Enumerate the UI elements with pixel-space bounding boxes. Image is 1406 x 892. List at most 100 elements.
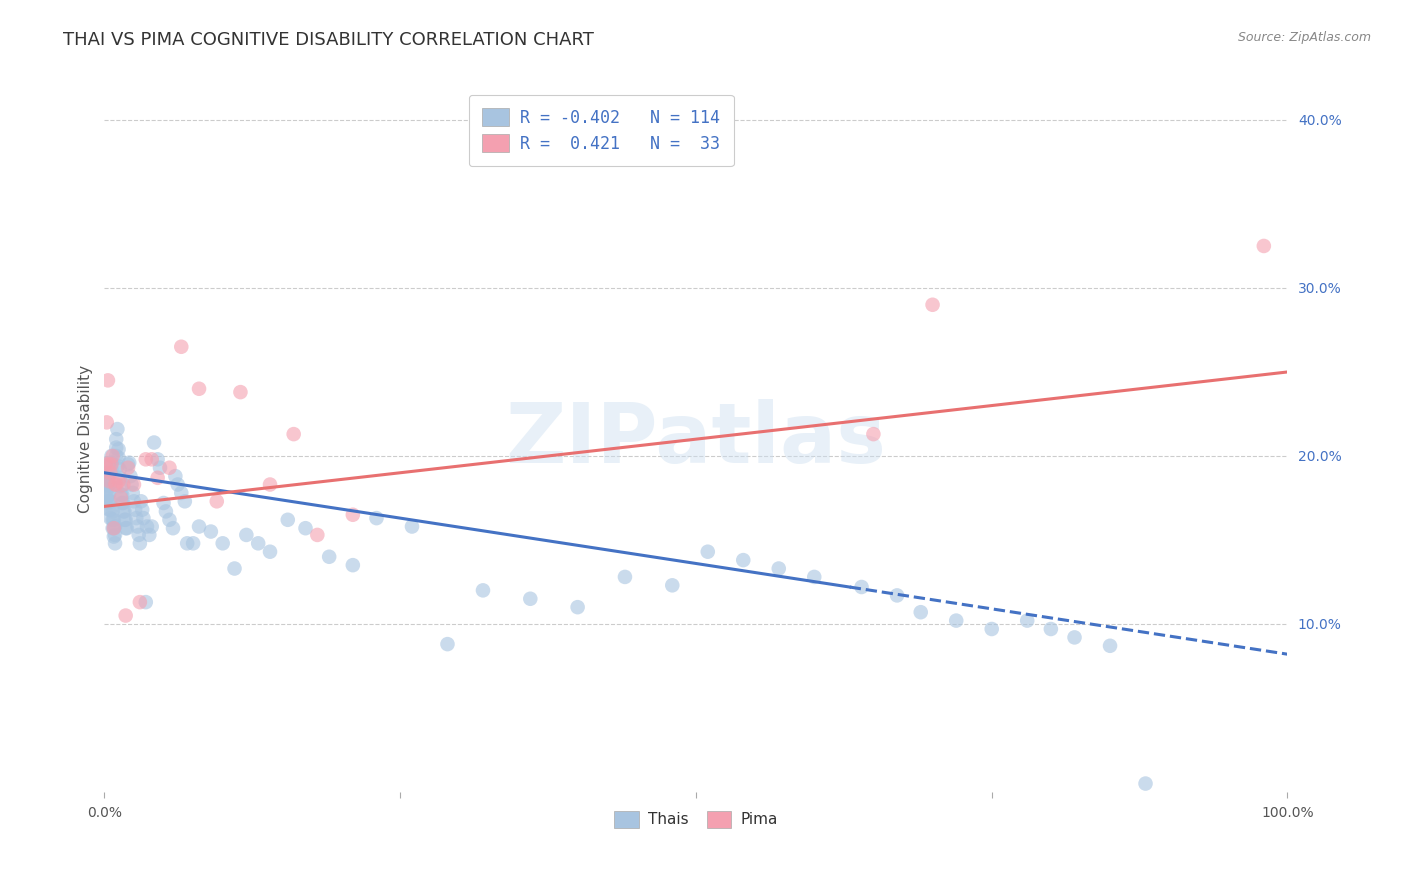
Point [136, 519, 159, 533]
Point [128, 595, 150, 609]
Point [173, 494, 195, 508]
Point [100, 462, 122, 476]
Point [107, 442, 129, 457]
Point [259, 545, 281, 559]
Point [107, 450, 129, 465]
Point [105, 477, 128, 491]
Point [910, 605, 932, 619]
Point [1098, 639, 1121, 653]
Point [132, 511, 155, 525]
Point [152, 496, 174, 510]
Point [97, 477, 120, 491]
Point [114, 504, 136, 518]
Point [205, 494, 228, 508]
Point [129, 494, 152, 508]
Point [103, 530, 125, 544]
Point [188, 382, 211, 396]
Point [105, 449, 128, 463]
Point [112, 477, 135, 491]
Point [283, 427, 305, 442]
Text: Source: ZipAtlas.com: Source: ZipAtlas.com [1237, 31, 1371, 45]
Point [1063, 631, 1085, 645]
Point [121, 477, 143, 491]
Point [107, 474, 129, 488]
Point [803, 570, 825, 584]
Point [125, 511, 148, 525]
Point [162, 521, 184, 535]
Point [98, 479, 121, 493]
Point [105, 458, 128, 473]
Point [114, 608, 136, 623]
Point [1017, 614, 1039, 628]
Point [94, 458, 117, 472]
Point [98, 494, 121, 508]
Point [188, 519, 211, 533]
Point [98, 477, 121, 491]
Point [117, 458, 139, 472]
Point [114, 513, 136, 527]
Point [98, 502, 121, 516]
Point [733, 553, 755, 567]
Point [980, 622, 1002, 636]
Point [567, 600, 589, 615]
Point [224, 561, 246, 575]
Point [96, 471, 118, 485]
Point [131, 502, 153, 516]
Point [103, 521, 125, 535]
Point [103, 513, 125, 527]
Point [94, 474, 117, 488]
Point [98, 511, 121, 525]
Point [121, 486, 143, 500]
Point [247, 536, 270, 550]
Point [101, 449, 124, 463]
Point [105, 422, 128, 436]
Point [100, 458, 122, 472]
Point [96, 415, 118, 429]
Point [176, 536, 198, 550]
Point [235, 528, 257, 542]
Point [104, 528, 127, 542]
Point [98, 466, 121, 480]
Point [436, 637, 458, 651]
Point [696, 545, 718, 559]
Point [149, 460, 172, 475]
Point [110, 479, 132, 493]
Point [114, 513, 136, 527]
Point [104, 519, 127, 533]
Point [366, 511, 388, 525]
Point [165, 469, 187, 483]
Point [117, 460, 139, 475]
Point [277, 513, 299, 527]
Point [104, 477, 127, 491]
Point [101, 504, 124, 518]
Point [342, 558, 364, 573]
Point [118, 456, 141, 470]
Point [138, 528, 160, 542]
Point [146, 471, 169, 485]
Point [105, 441, 128, 455]
Point [114, 521, 136, 535]
Point [146, 452, 169, 467]
Point [108, 462, 131, 476]
Point [111, 487, 134, 501]
Point [170, 340, 193, 354]
Point [98, 458, 121, 472]
Point [472, 583, 495, 598]
Point [159, 513, 181, 527]
Text: ZIPatlas: ZIPatlas [505, 399, 886, 480]
Point [135, 595, 157, 609]
Point [94, 466, 117, 480]
Text: THAI VS PIMA COGNITIVE DISABILITY CORRELATION CHART: THAI VS PIMA COGNITIVE DISABILITY CORREL… [63, 31, 595, 49]
Point [128, 536, 150, 550]
Point [211, 536, 233, 550]
Point [112, 504, 135, 518]
Point [141, 452, 163, 467]
Point [851, 580, 873, 594]
Point [1039, 622, 1062, 636]
Point [94, 458, 117, 472]
Point [342, 508, 364, 522]
Point [401, 519, 423, 533]
Point [128, 528, 150, 542]
Y-axis label: Cognitive Disability: Cognitive Disability [79, 365, 93, 513]
Point [1135, 776, 1157, 790]
